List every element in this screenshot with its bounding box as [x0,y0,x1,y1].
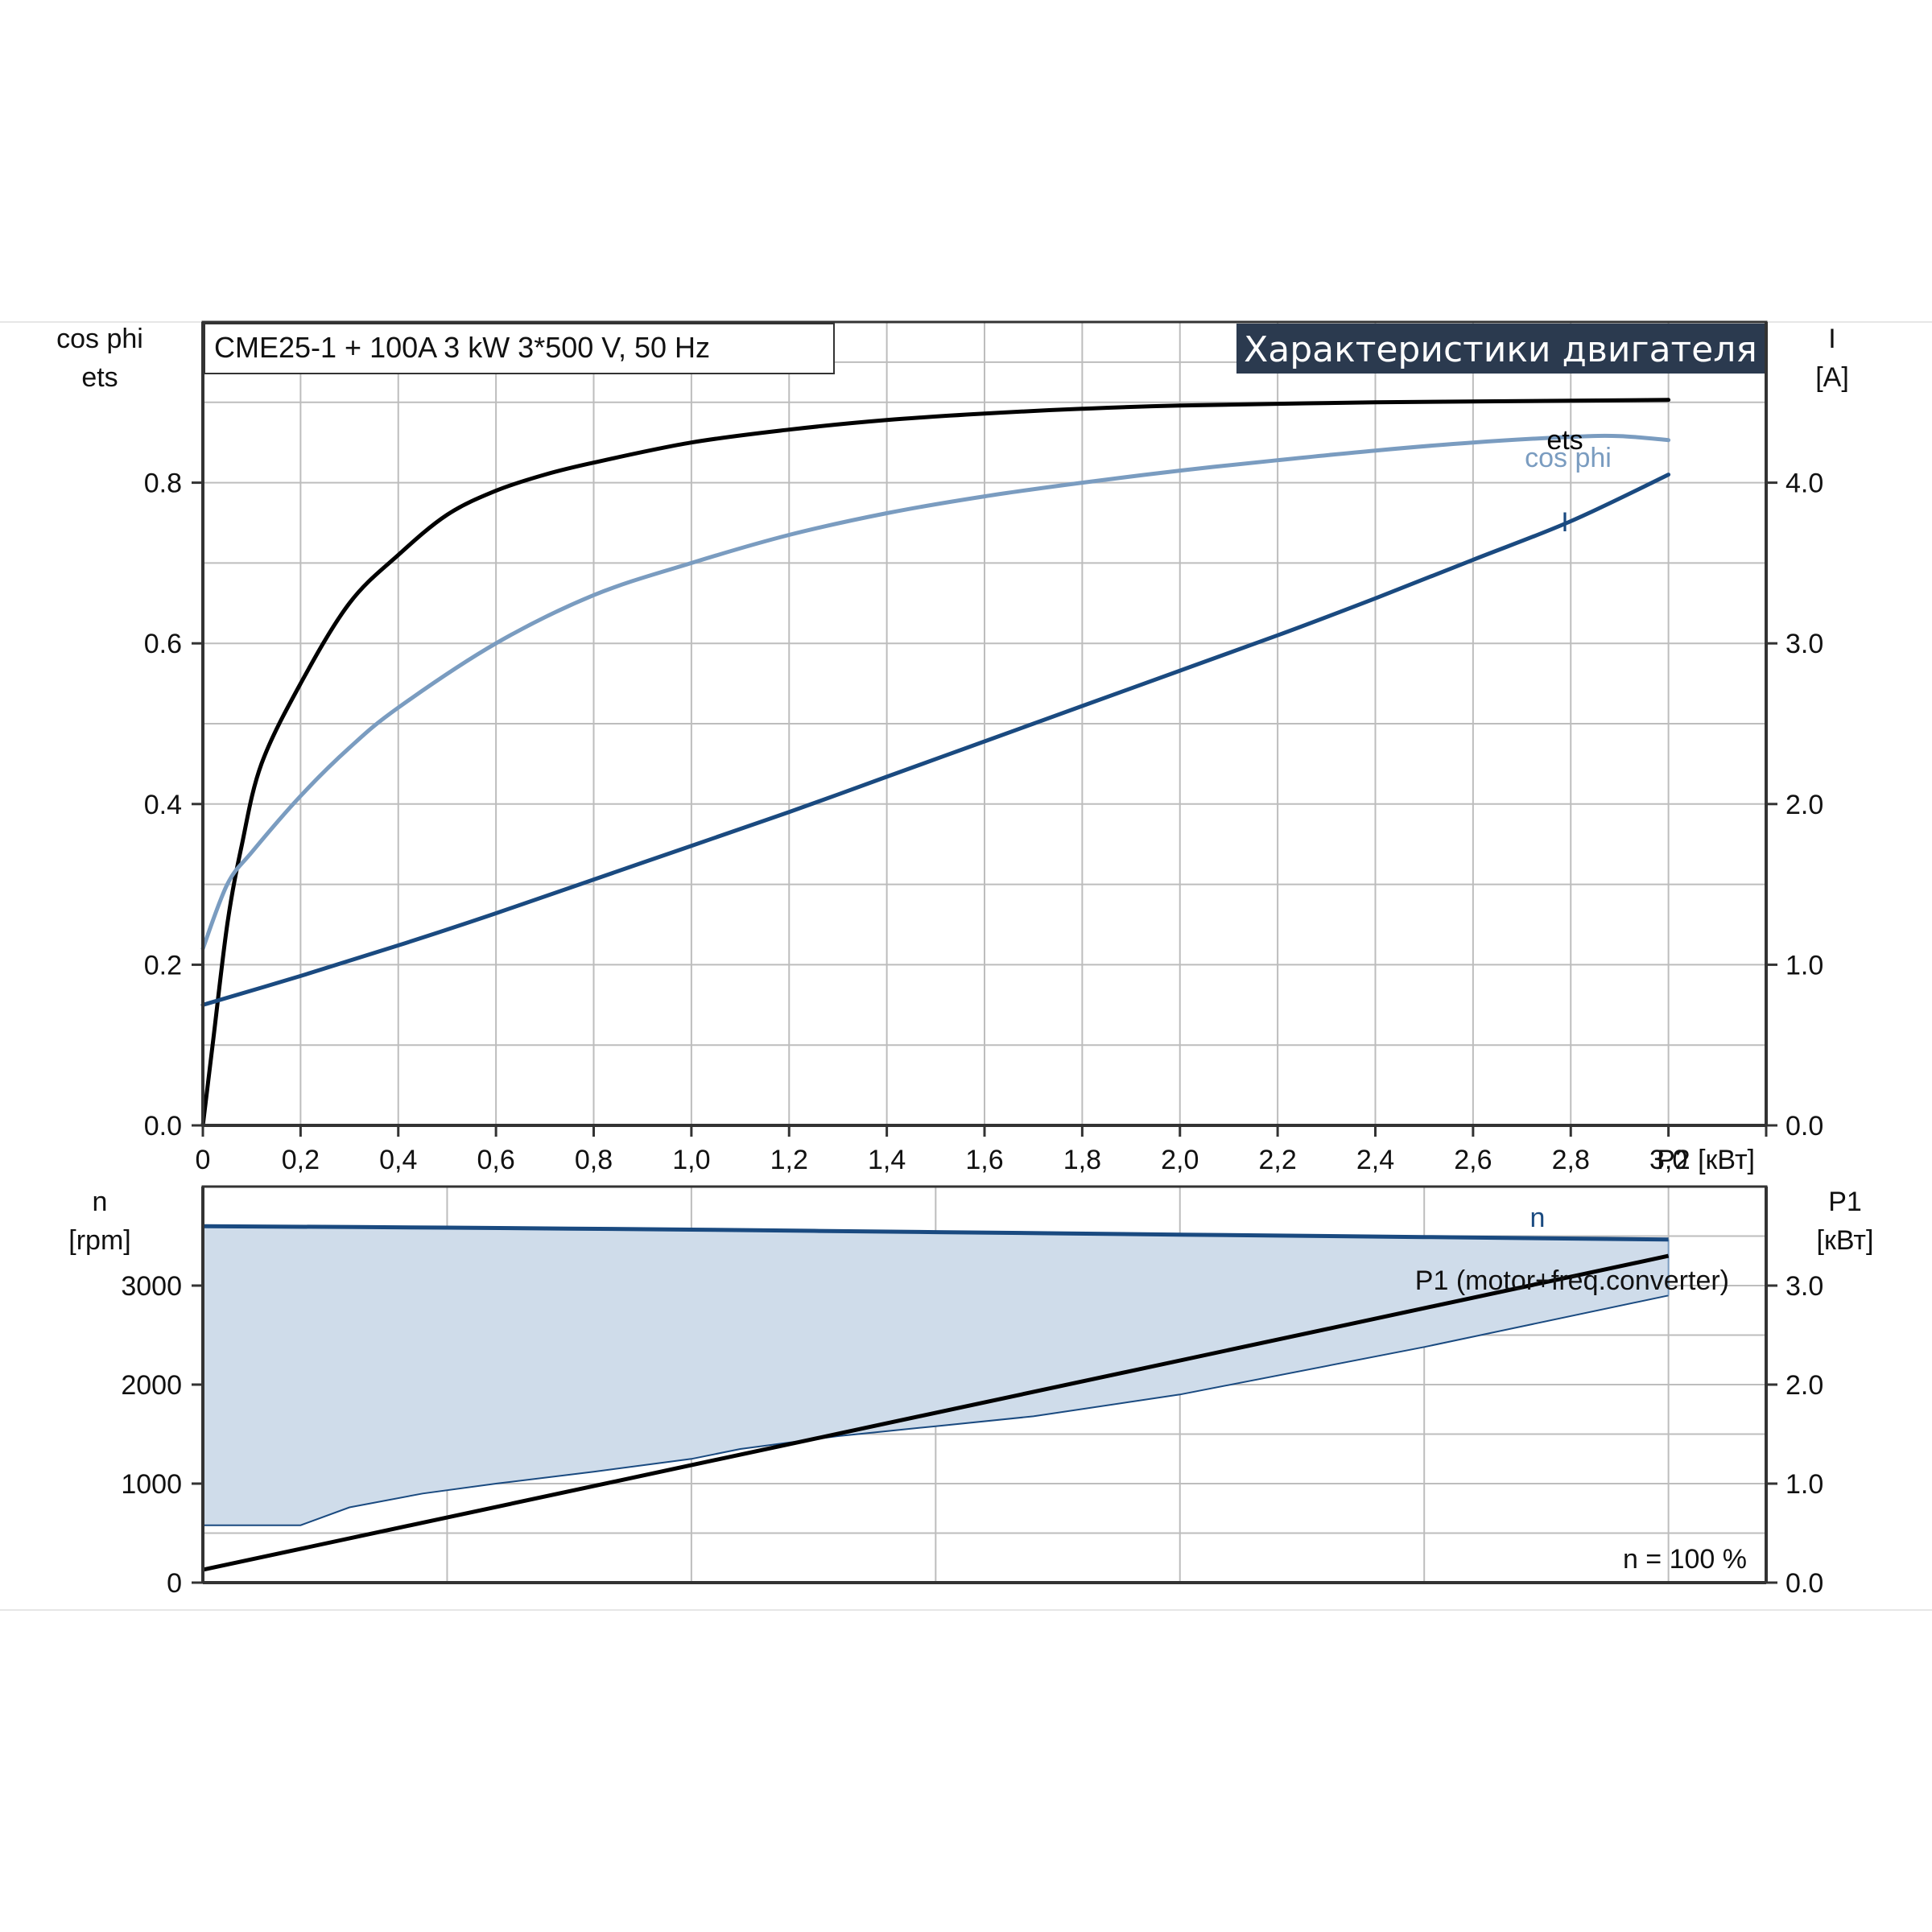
top-series [200,398,1671,1128]
left-tick-label: 0.2 [144,950,182,980]
top-plot: 0.0 0.2 0.4 0.6 0.8 0.0 1.0 2.0 3.0 4.0 0 0,2 0,4 0,6… [56,320,1849,1175]
left-tick-label: 0.6 [144,629,182,659]
bottom-right-tick-label: 2.0 [1785,1370,1823,1401]
bottom-right-tick-label: 3.0 [1785,1271,1823,1302]
bottom-right-tick-label: 1.0 [1785,1469,1823,1500]
model-box [204,323,835,374]
x-tick-label: 0 [196,1145,211,1175]
series-label-i: I [1561,507,1568,538]
x-tick-label: 1,6 [965,1145,1003,1175]
left-axis-label-cosphi: cos phi [56,324,143,354]
series-line-i [200,473,1671,1007]
series-line-n [202,1224,1669,1242]
bottom-series [202,1224,1670,1572]
speed-range-lower-edge [203,1294,1669,1526]
series-label-ets: ets [1546,425,1583,456]
section-title: Характеристики двигателя [1244,329,1757,370]
left-axis-label-ets: ets [81,362,118,393]
series-line-p1 [202,1253,1670,1572]
bottom-right-tick-label: 0.0 [1785,1568,1823,1599]
x-tick-label: 0,8 [575,1145,613,1175]
bottom-plot: 0 1000 2000 3000 0.0 1.0 2.0 3.0 n [rpm] P1 [кВ… [68,1185,1874,1599]
x-tick-label: 1,2 [770,1145,808,1175]
series-label-n: n [1530,1203,1546,1233]
right-tick-label: 4.0 [1785,469,1823,499]
left-tick-label: 0.0 [144,1111,182,1141]
left-tick-label: 0.8 [144,469,182,499]
x-tick-label: 1,0 [672,1145,710,1175]
x-tick-label: 0,2 [282,1145,320,1175]
series-line-cos-phi [200,433,1671,951]
top-ticks: 0.0 0.2 0.4 0.6 0.8 0.0 1.0 2.0 3.0 4.0 0 0,2 0,4 0,6… [144,469,1824,1175]
x-tick-label: 1,8 [1063,1145,1101,1175]
right-tick-label: 3.0 [1785,629,1823,659]
right-axis-label-i: I [1828,324,1835,354]
x-axis-label: P2 [кВт] [1657,1145,1755,1175]
series-label-cosphi: cos phi [1525,443,1612,473]
series-label-p1: P1 (motor+freq.converter) [1415,1265,1729,1296]
top-grid [203,322,1766,1125]
bottom-left-tick-label: 3000 [121,1271,182,1302]
bottom-left-tick-label: 1000 [121,1469,182,1500]
left-tick-label: 0.4 [144,790,182,820]
left-axis-label-rpm: [rpm] [68,1225,130,1256]
bottom-left-tick-label: 2000 [121,1370,182,1401]
x-tick-label: 2,8 [1552,1145,1590,1175]
x-tick-label: 0,4 [379,1145,417,1175]
x-tick-label: 2,6 [1454,1145,1492,1175]
right-tick-label: 0.0 [1785,1111,1823,1141]
x-tick-label: 2,2 [1258,1145,1296,1175]
speed-annotation: n = 100 % [1623,1544,1747,1575]
bottom-left-tick-label: 0 [167,1568,182,1599]
right-axis-label-kw: [кВт] [1817,1225,1874,1256]
series-line-ets [200,398,1671,1128]
left-axis-label-n: n [93,1187,108,1217]
bottom-ticks: 0 1000 2000 3000 0.0 1.0 2.0 3.0 [121,1271,1823,1599]
x-tick-label: 2,0 [1161,1145,1199,1175]
right-axis-label-p1: P1 [1828,1187,1862,1217]
model-title: CME25-1 + 100A 3 kW 3*500 V, 50 Hz [214,331,710,364]
right-tick-label: 1.0 [1785,950,1823,980]
x-tick-label: 2,4 [1356,1145,1394,1175]
x-tick-label: 3,0 [1649,1145,1687,1175]
speed-range-area [203,1226,1669,1525]
x-tick-label: 1,4 [868,1145,906,1175]
x-tick-label: 0,6 [477,1145,514,1175]
section-banner [1236,324,1765,374]
right-axis-label-a: [A] [1815,362,1849,393]
right-tick-label: 2.0 [1785,790,1823,820]
